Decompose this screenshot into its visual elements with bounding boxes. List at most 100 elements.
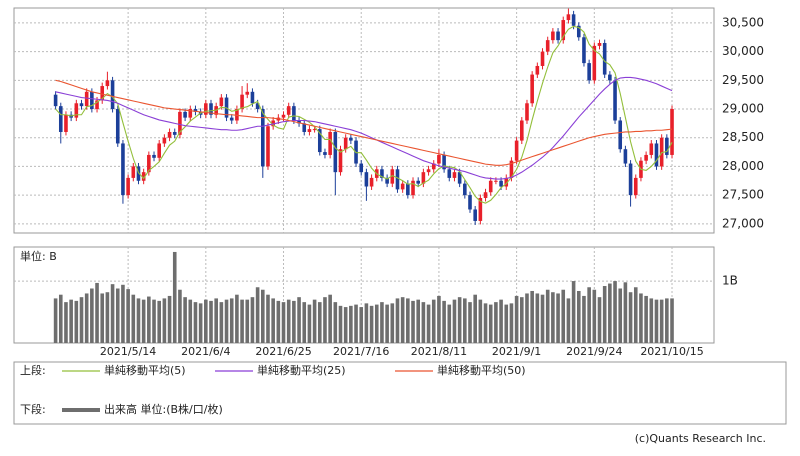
candle-body [540,51,545,66]
candle-body [665,137,669,155]
volume-bar [571,281,576,343]
candle-body [618,120,623,150]
candle-body [317,129,322,153]
candle-body [297,120,301,124]
volume-bar [188,299,193,343]
volume-bar [649,298,654,343]
candle-body [312,129,317,131]
volume-bar [343,307,348,343]
volume-bar [633,287,638,343]
candle-body [592,45,597,81]
candle-body [292,106,296,121]
candle-body [613,80,617,121]
volume-bar [390,303,395,343]
volume-bar [618,288,623,343]
volume-bar [245,299,250,343]
legend-bottom-label: 下段: [20,402,46,416]
y-tick-label: 30,500 [722,15,764,29]
volume-bar [219,302,224,343]
volume-bar [483,303,488,343]
volume-bar [437,295,441,343]
volume-bar [74,300,79,343]
candle-body [147,154,151,173]
volume-bar [369,305,374,343]
candle-body [406,183,410,196]
volume-bar [582,295,586,343]
candle-body [110,80,115,110]
candle-body [478,197,483,221]
candle-body [628,163,633,196]
volume-bar [292,300,296,343]
volume-bar [64,302,68,343]
volume-bar [551,292,555,343]
volume-bar [644,295,648,343]
volume-bar [183,297,187,343]
volume-bar [494,302,498,343]
candle-body [566,14,571,21]
x-tick-label: 2021/9/1 [492,345,541,358]
volume-bar [431,299,436,343]
candle-body [307,129,312,132]
candle-body [416,180,420,184]
x-tick-label: 2021/8/11 [411,345,467,358]
candle-body [245,91,250,95]
candle-body [141,172,146,181]
volume-bar [452,299,457,343]
candle-body [266,126,270,167]
volume-bar [209,300,213,343]
candle-body [323,152,327,155]
volume-bar [540,294,545,343]
candle-body [250,91,255,104]
candle-body [58,106,63,132]
volume-bar [442,300,446,343]
candle-body [520,120,524,141]
x-tick-label: 2021/10/15 [640,345,703,358]
candle-body [411,180,415,196]
volume-bar [95,282,99,343]
candle-body [421,172,426,184]
volume-bar [302,302,307,343]
volume-bar [406,298,410,343]
candle-body [463,183,467,196]
candle-body [100,86,105,101]
volume-bar [639,293,643,343]
candle-body [193,109,198,112]
volume-panel [13,246,715,344]
volume-bar [395,298,400,343]
candle-body [499,180,503,187]
volume-bar [602,286,607,343]
candle-body [281,114,286,118]
volume-bar [457,297,462,343]
candle-body [488,180,493,193]
candle-body [172,131,177,135]
candle-body [240,94,244,110]
candle-body [623,149,628,164]
volume-bar [317,302,322,343]
candle-body [608,74,612,81]
volume-bar [659,299,664,343]
volume-bar [110,284,115,343]
volume-bar [162,298,167,343]
volume-bar [385,304,389,343]
volume-bar [271,298,275,343]
volume-unit-label: 単位: B [20,249,57,263]
volume-bar [587,287,591,343]
volume-bar [411,300,415,343]
volume-bar [623,282,628,343]
volume-bar [193,302,198,343]
volume-bar [665,298,669,343]
candle-body [457,172,462,184]
volume-bar [504,304,509,343]
moving-average-line [55,76,673,180]
candle-body [551,31,555,41]
candle-body [188,109,193,118]
volume-bar [131,294,136,343]
x-tick-label: 2021/6/25 [255,345,311,358]
volume-bar [204,299,208,343]
candle-body [167,131,172,138]
volume-bar [229,298,234,343]
candle-body [343,137,348,150]
candle-body [131,166,136,178]
candle-body [633,177,638,196]
candle-body [204,103,208,115]
